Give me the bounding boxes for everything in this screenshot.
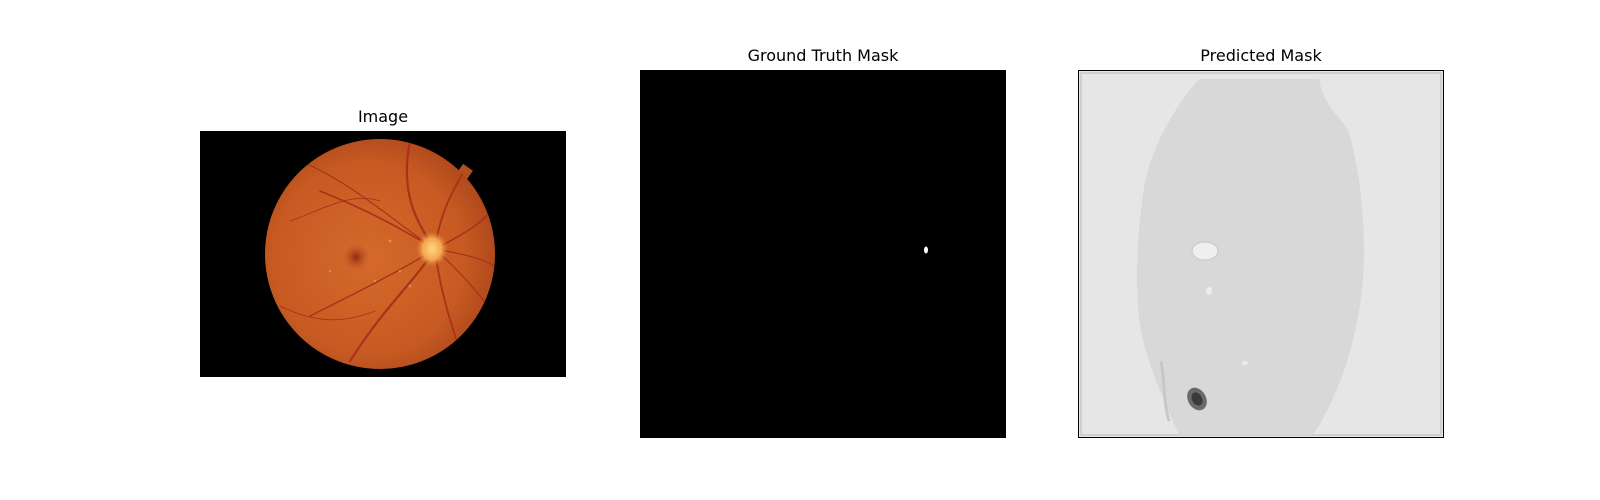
ground-truth-mask [640,70,1006,438]
ground-truth-mask-graphic [640,70,1006,438]
predicted-mask [1078,70,1444,438]
ground-truth-lesion-spot [924,246,928,254]
fundus-image [200,131,566,377]
predicted-mask-graphic [1079,71,1443,437]
image-panel-title: Image [357,107,409,126]
fundus-image-graphic [200,131,566,377]
predicted-panel-title: Predicted Mask [1200,46,1322,65]
ground-truth-panel-title: Ground Truth Mask [747,46,899,65]
